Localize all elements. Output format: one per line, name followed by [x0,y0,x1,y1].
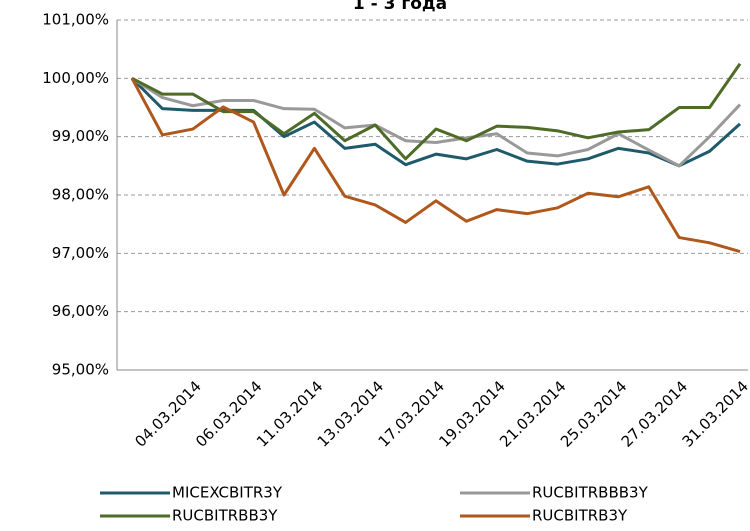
line [131,77,742,168]
y-tick-label: 101,00% [42,11,109,29]
legend-label: RUCBITRBBB3Y [532,484,649,502]
y-tick-label: 95,00% [52,361,109,379]
chart-title: 1 - 3 года [353,0,447,14]
legend-label: MICEXCBITR3Y [172,484,283,502]
y-tick-label: 96,00% [52,302,109,320]
legend-label: RUCBITRB3Y [532,507,628,525]
line [130,77,742,168]
y-tick-label: 100,00% [42,69,109,87]
y-tick-label: 97,00% [52,244,109,262]
line [130,77,741,254]
legend-label: RUCBITRBB3Y [172,507,278,525]
y-tick-label: 99,00% [52,127,109,145]
y-tick-label: 98,00% [52,186,109,204]
